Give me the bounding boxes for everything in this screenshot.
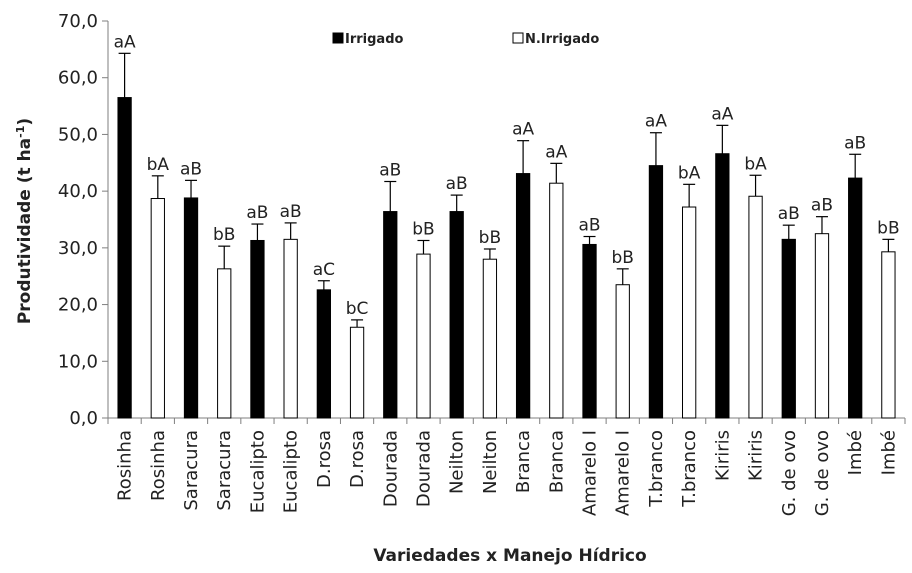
x-tick-label: Dourada — [380, 430, 401, 507]
x-tick-label: G. de ovo — [779, 430, 800, 516]
plot-area: 0,0 10,0 20,0 30,0 40,0 50,0 60,0 70,0 — [58, 11, 906, 429]
data-label: bA — [744, 154, 767, 174]
x-tick-label: D.rosa — [347, 430, 368, 488]
x-tick-label: Kiriris — [746, 430, 767, 481]
bar — [383, 211, 398, 419]
y-tick-label: 20,0 — [58, 295, 98, 316]
data-label: aB — [280, 202, 302, 222]
x-tick-label: T.branco — [646, 430, 667, 508]
data-label: bA — [678, 163, 701, 183]
data-label: aB — [246, 203, 268, 223]
x-tick-label: Imbé — [845, 430, 866, 475]
bar — [781, 238, 796, 419]
x-tick-label: Neilton — [447, 430, 468, 494]
bar — [615, 284, 630, 419]
x-tick-label: Saracura — [214, 430, 235, 511]
bar — [682, 206, 697, 419]
bar — [715, 153, 730, 419]
bar — [582, 243, 597, 419]
bar — [283, 238, 298, 419]
bar — [416, 253, 431, 419]
data-label: aB — [844, 133, 866, 153]
data-label: aA — [711, 104, 733, 124]
bar — [150, 198, 165, 419]
data-label: bB — [479, 228, 501, 248]
data-label: aB — [578, 216, 600, 236]
x-tick-label: Dourada — [413, 430, 434, 507]
data-label: aA — [114, 32, 136, 52]
data-label: aB — [379, 161, 401, 181]
x-tick-labels: Rosinha Rosinha Saracura Saracura Eucalipto E… — [115, 430, 900, 516]
bar — [748, 195, 763, 419]
legend-label-irrigado: Irrigado — [345, 32, 403, 47]
data-label: bB — [611, 248, 633, 268]
x-tick-label: T.branco — [679, 430, 700, 508]
data-label: aB — [778, 204, 800, 224]
x-axis-title: Variedades x Manejo Hídrico — [373, 546, 646, 566]
y-tick-label: 0,0 — [69, 408, 98, 429]
legend-swatch-irrigado — [332, 32, 344, 44]
x-tick-label: Eucalipto — [247, 430, 268, 513]
x-tick-label: Eucalipto — [281, 430, 302, 513]
data-label: bB — [877, 218, 899, 238]
x-tick-label: Imbé — [878, 430, 899, 475]
bar — [349, 326, 365, 419]
legend-label-nirrigado: N.Irrigado — [525, 32, 599, 47]
y-axis-title-main: Produtividade (t ha — [15, 138, 35, 324]
x-tick-label: Rosinha — [115, 430, 136, 501]
data-label: aB — [446, 174, 468, 194]
x-tick-label: Amarelo I — [580, 430, 601, 516]
y-tick-label: 30,0 — [58, 238, 98, 259]
x-tick-label: Kiriris — [712, 430, 733, 481]
data-label: aA — [545, 142, 567, 162]
bar — [183, 197, 199, 419]
data-label: aC — [313, 260, 335, 280]
x-tick-label: D.rosa — [314, 430, 335, 488]
x-tick-label: Rosinha — [148, 430, 169, 501]
bar — [217, 268, 232, 419]
x-tick-label: Branca — [513, 430, 534, 493]
bar — [316, 289, 331, 419]
y-tick-label: 40,0 — [58, 181, 98, 202]
y-tick-label: 10,0 — [58, 351, 98, 372]
y-tick-label: 50,0 — [58, 124, 98, 145]
data-label: aA — [512, 120, 534, 140]
bar — [814, 233, 830, 419]
bar — [848, 177, 863, 419]
y-axis-title-close: ) — [15, 118, 35, 126]
bar — [648, 165, 664, 419]
legend: Irrigado N.Irrigado — [332, 32, 599, 47]
y-axis-title: Produtividade (t ha-1) — [14, 118, 35, 324]
bar — [449, 211, 464, 419]
data-label: bB — [213, 225, 235, 245]
data-label: bC — [346, 299, 369, 319]
bar — [250, 239, 265, 419]
y-tick-label: 70,0 — [58, 11, 98, 32]
data-label: bA — [147, 155, 170, 175]
bar — [515, 173, 531, 419]
data-label: bB — [412, 219, 434, 239]
y-axis-title-superscript: -1 — [14, 126, 27, 138]
data-label: aB — [811, 196, 833, 216]
bar — [117, 97, 132, 419]
legend-swatch-nirrigado — [512, 32, 524, 44]
bar — [482, 258, 498, 419]
x-tick-label: G. de ovo — [812, 430, 833, 516]
data-label: aA — [645, 112, 667, 132]
y-tick-label: 60,0 — [58, 68, 98, 89]
data-label: aB — [180, 159, 202, 179]
x-tick-label: Neilton — [480, 430, 501, 494]
bar — [549, 182, 564, 419]
bars-layer: aA bA aB bB aB aB aC bC aB bB aB bB aA aA aB bB aA bA aA bA… — [114, 32, 900, 419]
x-tick-label: Saracura — [181, 430, 202, 511]
x-tick-label: Amarelo I — [613, 430, 634, 516]
bar — [881, 251, 896, 419]
x-tick-label: Branca — [546, 430, 567, 493]
